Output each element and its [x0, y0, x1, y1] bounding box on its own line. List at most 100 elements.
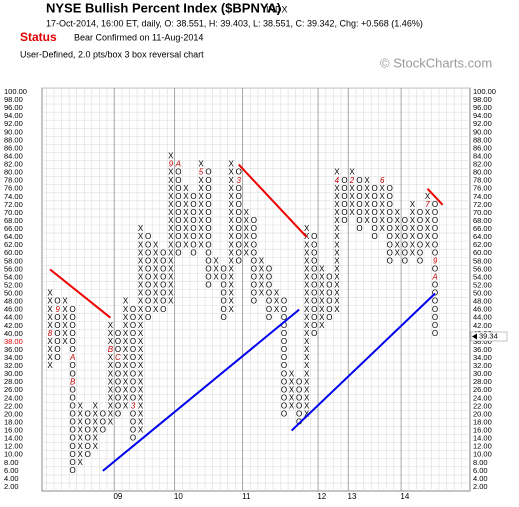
x-box: X — [229, 240, 235, 249]
o-box: O — [311, 305, 317, 314]
x-box: X — [334, 224, 340, 233]
o-box: O — [115, 337, 121, 346]
o-box: O — [266, 264, 272, 273]
x-box: X — [334, 216, 340, 225]
o-box: O — [175, 224, 181, 233]
x-box: X — [78, 434, 84, 443]
y-tick-label: 70.00 — [4, 208, 23, 217]
o-box: O — [296, 385, 302, 394]
x-box: X — [138, 281, 144, 290]
x-box: X — [229, 168, 235, 177]
x-box: X — [304, 353, 310, 362]
x-box: X — [198, 192, 204, 201]
x-box: X — [259, 256, 265, 265]
y-tick-label: 42.00 — [4, 321, 23, 330]
y-tick-label: 24.00 — [4, 393, 23, 402]
o-box: O — [100, 426, 106, 435]
x-box: X — [138, 418, 144, 427]
o-box: O — [402, 240, 408, 249]
o-box: O — [356, 208, 362, 217]
x-box: X — [304, 410, 310, 419]
y2-tick-label: 84.00 — [473, 151, 492, 160]
x-box: X — [47, 345, 53, 354]
y2-tick-label: 52.00 — [473, 280, 492, 289]
o-box: O — [70, 369, 76, 378]
x-box: X — [168, 152, 174, 161]
x-box: X — [198, 232, 204, 241]
o-box: O — [175, 168, 181, 177]
x-box: X — [62, 321, 68, 330]
last-value: 39.34 — [479, 331, 498, 340]
x-box: X — [334, 192, 340, 201]
x-box: X — [395, 208, 401, 217]
x-box: X — [395, 232, 401, 241]
o-box: O — [311, 289, 317, 298]
x-box: X — [123, 361, 129, 370]
x-box: X — [168, 248, 174, 257]
y2-tick-label: 70.00 — [473, 208, 492, 217]
o-box: O — [100, 418, 106, 427]
x-box: X — [123, 321, 129, 330]
x-box: X — [274, 289, 280, 298]
x-box: X — [410, 208, 416, 217]
y2-tick-label: 34.00 — [473, 353, 492, 362]
month-marker: A — [175, 160, 181, 169]
y-tick-label: 80.00 — [4, 168, 23, 177]
x-box: X — [168, 224, 174, 233]
o-box: O — [205, 168, 211, 177]
x-box: X — [47, 313, 53, 322]
exchange: INDX — [266, 4, 288, 14]
y2-tick-label: 44.00 — [473, 313, 492, 322]
x-box: X — [62, 329, 68, 338]
o-box: O — [130, 313, 136, 322]
x-box: X — [123, 345, 129, 354]
x-box: X — [229, 208, 235, 217]
o-box: O — [311, 240, 317, 249]
left-marker-bg — [3, 337, 40, 347]
x-box: X — [380, 208, 386, 217]
y-tick-label: 44.00 — [4, 313, 23, 322]
o-box: O — [130, 329, 136, 338]
x-box: X — [168, 240, 174, 249]
y-tick-label: 90.00 — [4, 127, 23, 136]
o-box: O — [296, 377, 302, 386]
x-box: X — [425, 216, 431, 225]
o-box: O — [205, 184, 211, 193]
x-box: X — [168, 289, 174, 298]
o-box: O — [251, 240, 257, 249]
x-box: X — [229, 297, 235, 306]
x-box: X — [334, 240, 340, 249]
o-box: O — [251, 264, 257, 273]
month-marker: B — [108, 345, 114, 354]
x-box: X — [229, 192, 235, 201]
y-tick-label: 34.00 — [4, 353, 23, 362]
y2-tick-label: 62.00 — [473, 240, 492, 249]
y2-tick-label: 80.00 — [473, 168, 492, 177]
y-tick-label: 78.00 — [4, 176, 23, 185]
o-box: O — [190, 224, 196, 233]
y-tick-label: 26.00 — [4, 385, 23, 394]
o-box: O — [402, 224, 408, 233]
x-box: X — [198, 184, 204, 193]
y2-tick-label: 28.00 — [473, 377, 492, 386]
o-box: O — [190, 208, 196, 217]
o-box: O — [372, 184, 378, 193]
o-box: O — [145, 281, 151, 290]
x-box: X — [319, 297, 325, 306]
x-tick-label: 14 — [400, 492, 409, 501]
o-box: O — [236, 232, 242, 241]
x-box: X — [123, 401, 129, 410]
o-box: O — [70, 321, 76, 330]
month-marker: 7 — [425, 200, 430, 209]
x-box: X — [138, 305, 144, 314]
settings: User-Defined, 2.0 pts/box 3 box reversal… — [20, 49, 204, 59]
